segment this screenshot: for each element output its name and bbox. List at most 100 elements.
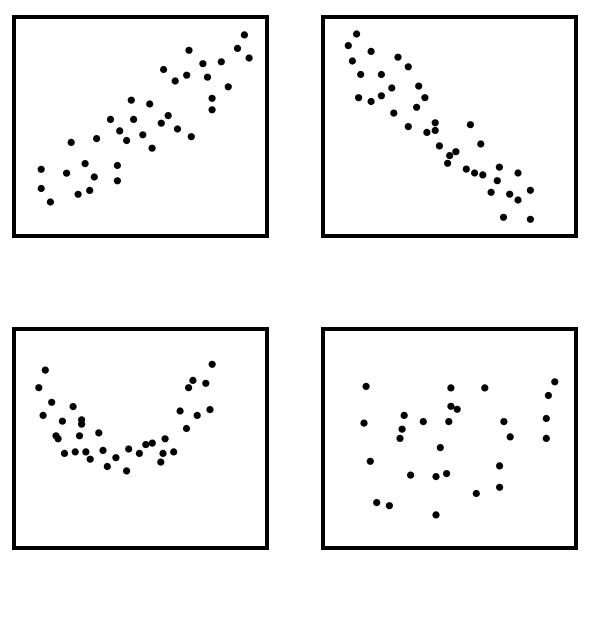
panel-frame-bottom-left bbox=[12, 327, 269, 550]
scatter-point bbox=[542, 414, 550, 423]
scatter-point bbox=[496, 483, 504, 491]
scatter-point bbox=[394, 53, 402, 61]
scatter-point bbox=[86, 186, 94, 194]
scatter-point bbox=[367, 47, 375, 56]
scatter-point bbox=[171, 77, 179, 85]
scatter-point bbox=[407, 471, 415, 479]
scatter-point bbox=[385, 502, 393, 510]
scatter-point bbox=[413, 103, 421, 111]
scatter-point bbox=[69, 403, 77, 411]
panel-bottom-right bbox=[321, 327, 578, 550]
scatter-point bbox=[373, 499, 381, 507]
scatter-point bbox=[202, 379, 210, 387]
scatter-point bbox=[157, 458, 165, 466]
scatter-point bbox=[493, 177, 501, 185]
scatter-point bbox=[159, 449, 167, 457]
scatter-point bbox=[112, 454, 120, 462]
scatter-point bbox=[551, 378, 559, 386]
panel-frame-top-left bbox=[12, 15, 269, 238]
scatter-point bbox=[142, 441, 150, 449]
scatter-point bbox=[81, 160, 89, 168]
scatter-point bbox=[71, 448, 79, 456]
scatter-point bbox=[344, 42, 352, 50]
scatter-point bbox=[452, 148, 460, 156]
scatter-point bbox=[388, 84, 396, 92]
scatter-point bbox=[52, 432, 60, 440]
scatter-point bbox=[170, 448, 178, 456]
scatter-point bbox=[415, 82, 423, 90]
scatter-point bbox=[423, 128, 431, 136]
panel-frame-bottom-right bbox=[321, 327, 578, 550]
scatter-point bbox=[514, 169, 522, 177]
scatter-point bbox=[176, 407, 184, 415]
scatter-point bbox=[526, 186, 535, 194]
scatter-point bbox=[78, 416, 86, 424]
panel-top-right bbox=[321, 15, 578, 238]
scatter-point bbox=[203, 73, 212, 81]
scatter-point bbox=[103, 462, 111, 471]
scatter-point bbox=[462, 165, 470, 173]
scatter-point bbox=[63, 169, 71, 177]
scatter-point bbox=[443, 470, 451, 478]
points-bottom-right bbox=[360, 378, 559, 519]
scatter-point bbox=[362, 382, 370, 390]
panel-top-left bbox=[12, 15, 269, 238]
scatter-point bbox=[125, 445, 133, 453]
points-top-right bbox=[344, 30, 535, 223]
scatter-point bbox=[355, 94, 363, 102]
scatter-point bbox=[208, 360, 216, 368]
scatter-point bbox=[139, 131, 147, 139]
scatter-point bbox=[447, 402, 455, 410]
scatter-point bbox=[366, 457, 374, 465]
scatter-point bbox=[495, 163, 503, 171]
scatter-point bbox=[93, 135, 101, 143]
scatter-point bbox=[206, 406, 214, 414]
scatter-point bbox=[160, 65, 168, 74]
scatter-point bbox=[445, 418, 453, 426]
scatter-point bbox=[245, 54, 253, 62]
scatter-point bbox=[82, 448, 90, 456]
scatter-point bbox=[487, 188, 495, 196]
scatter-point bbox=[446, 152, 454, 160]
scatter-point bbox=[189, 376, 197, 384]
scatter-point bbox=[396, 434, 404, 442]
scatter-point bbox=[123, 467, 131, 475]
scatter-point bbox=[173, 125, 182, 133]
scatter-point bbox=[208, 106, 216, 114]
scatter-point bbox=[48, 398, 56, 406]
points-bottom-left bbox=[35, 360, 216, 475]
scatter-point bbox=[444, 159, 452, 167]
scatter-point bbox=[472, 489, 480, 498]
scatter-point bbox=[432, 511, 440, 519]
scatter-point bbox=[353, 30, 361, 38]
scatter-point bbox=[431, 126, 439, 135]
scatter-point bbox=[95, 429, 103, 437]
scatter-point bbox=[99, 446, 107, 454]
scatter-point bbox=[506, 190, 514, 198]
scatter-point bbox=[419, 418, 427, 426]
scatter-point bbox=[377, 92, 385, 100]
scatter-point bbox=[514, 196, 522, 204]
scatter-point bbox=[233, 44, 242, 53]
scatter-point bbox=[544, 391, 553, 400]
scatter-point bbox=[37, 184, 45, 193]
scatter-point bbox=[390, 109, 398, 117]
scatter-point bbox=[436, 444, 444, 452]
scatter-point bbox=[90, 173, 98, 181]
scatter-point bbox=[182, 424, 191, 433]
scatter-point bbox=[481, 384, 489, 392]
scatter-point bbox=[41, 366, 49, 374]
scatter-point bbox=[116, 127, 124, 135]
scatter-point bbox=[127, 96, 135, 104]
scatter-point bbox=[348, 57, 356, 65]
scatter-point bbox=[46, 198, 55, 206]
scatter-point bbox=[148, 439, 156, 447]
scatter-point bbox=[113, 177, 121, 185]
scatter-point bbox=[432, 473, 440, 481]
scatter-point bbox=[183, 71, 191, 79]
scatter-point bbox=[185, 46, 193, 54]
scatter-point bbox=[37, 165, 45, 173]
scatter-point bbox=[499, 213, 508, 221]
scatter-point bbox=[542, 434, 550, 442]
